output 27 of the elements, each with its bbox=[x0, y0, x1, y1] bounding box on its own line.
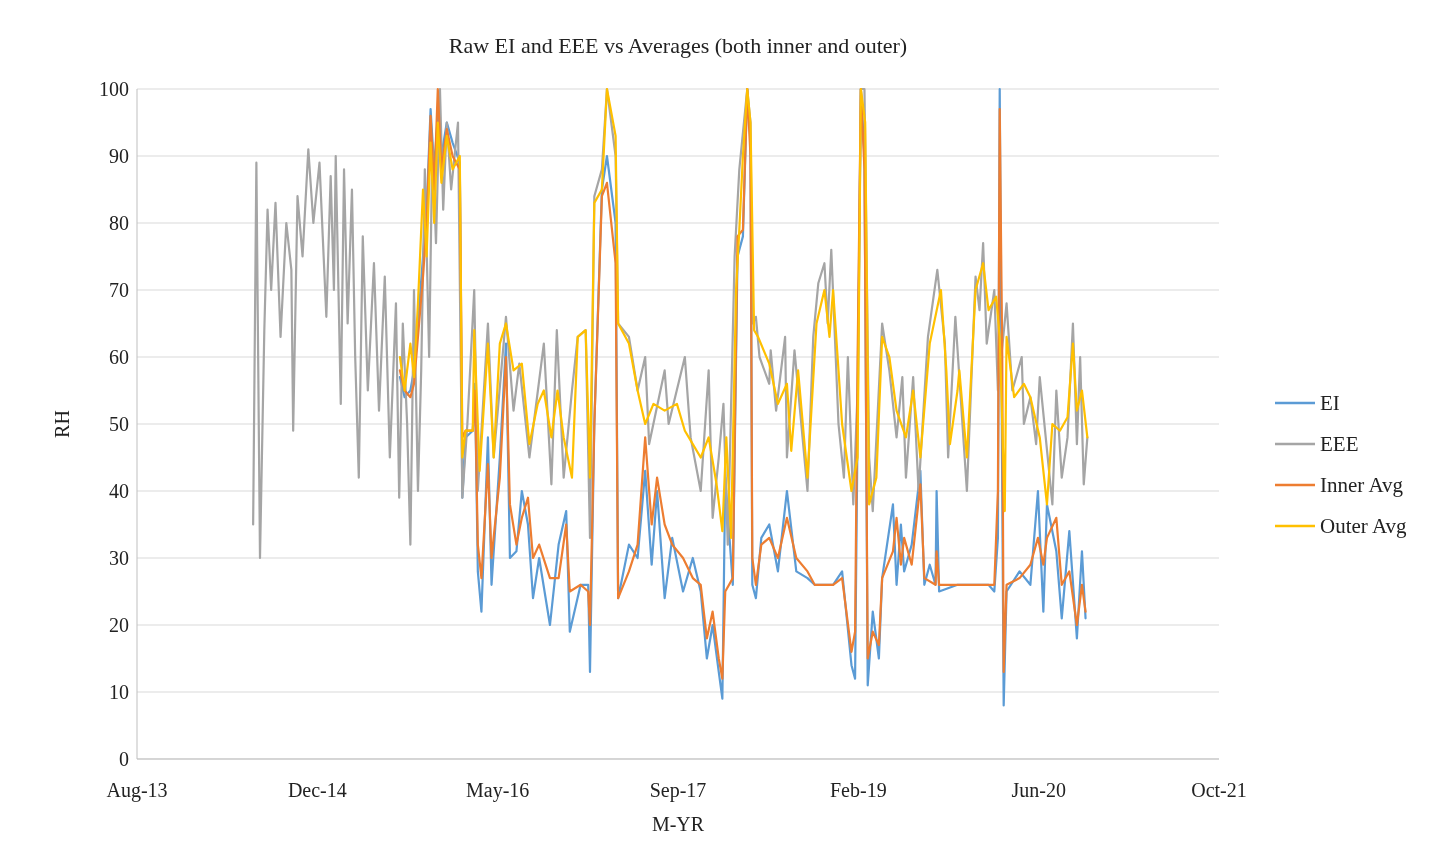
y-tick-label: 40 bbox=[109, 480, 129, 502]
line-series bbox=[252, 87, 1089, 560]
chart-title: Raw EI and EEE vs Averages (both inner and outer) bbox=[448, 33, 908, 58]
y-tick-label: 100 bbox=[99, 78, 129, 100]
y-axis-title: RH bbox=[51, 410, 73, 438]
x-tick-label: Feb-19 bbox=[830, 779, 887, 801]
legend-label: EEE bbox=[1320, 432, 1359, 457]
x-tick-label: Dec-14 bbox=[287, 779, 347, 801]
y-tick-label: 0 bbox=[119, 748, 129, 770]
legend-label: EI bbox=[1320, 391, 1340, 416]
y-tick-label: 30 bbox=[109, 547, 129, 569]
x-tick-label: Aug-13 bbox=[106, 779, 168, 802]
y-tick-label: 60 bbox=[109, 346, 129, 368]
line-series bbox=[398, 87, 1089, 539]
legend-label: Outer Avg bbox=[1320, 514, 1408, 539]
legend-label: Inner Avg bbox=[1320, 473, 1404, 498]
y-tick-label: 50 bbox=[109, 413, 129, 435]
y-tick-label: 20 bbox=[109, 614, 129, 636]
y-tick-label: 80 bbox=[109, 212, 129, 234]
x-tick-label: Sep-17 bbox=[649, 779, 707, 802]
x-tick-label: May-16 bbox=[466, 779, 530, 802]
y-tick-label: 70 bbox=[109, 279, 129, 301]
y-tick-label: 10 bbox=[109, 681, 129, 703]
x-axis-title: M-YR bbox=[651, 813, 705, 835]
y-tick-label: 90 bbox=[109, 145, 129, 167]
x-tick-label: Jun-20 bbox=[1011, 779, 1066, 801]
x-tick-label: Oct-21 bbox=[1191, 779, 1247, 801]
